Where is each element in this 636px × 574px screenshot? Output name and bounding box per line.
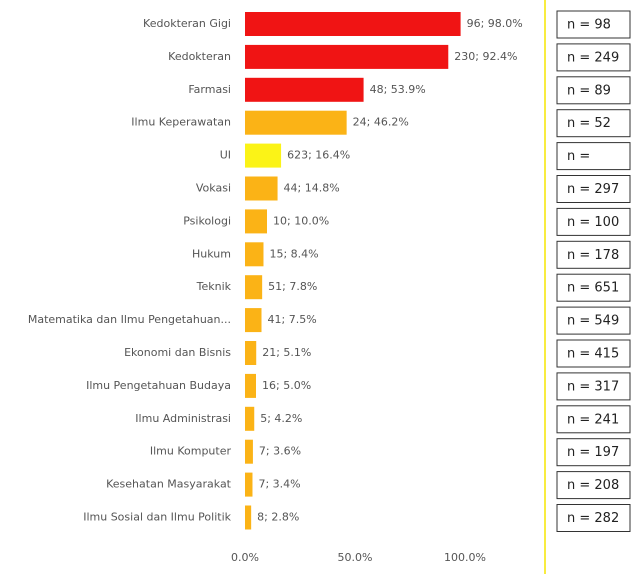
value-label: 21; 5.1%	[262, 346, 311, 359]
category-label: Teknik	[196, 280, 232, 293]
category-label: Vokasi	[196, 182, 231, 195]
category-label: Ekonomi dan Bisnis	[124, 346, 231, 359]
n-label: n = 52	[567, 116, 611, 131]
n-box	[556, 438, 631, 467]
category-label: UI	[220, 149, 231, 162]
bar	[245, 77, 364, 102]
bar	[245, 406, 255, 431]
value-label: 230; 92.4%	[454, 50, 517, 63]
n-label: n = 100	[567, 215, 619, 230]
category-label: Hukum	[192, 247, 231, 260]
n-box	[556, 109, 631, 138]
category-label: Kedokteran	[168, 50, 231, 63]
n-box	[556, 405, 631, 434]
n-label: n = 197	[567, 445, 619, 460]
value-label: 44; 14.8%	[284, 182, 340, 195]
bar	[245, 176, 278, 201]
bar	[245, 439, 253, 464]
category-label: Ilmu Sosial dan Ilmu Politik	[83, 511, 231, 524]
bar	[245, 44, 449, 69]
value-label: 7; 3.4%	[258, 478, 300, 491]
n-label: n = 282	[567, 511, 619, 526]
n-box	[556, 10, 631, 39]
n-label: n = 651	[567, 281, 619, 296]
n-label: n = 249	[567, 50, 619, 65]
n-box	[556, 273, 631, 302]
category-label: Matematika dan Ilmu Pengetahuan...	[28, 313, 231, 326]
n-label: n =	[567, 149, 590, 164]
category-label: Ilmu Pengetahuan Budaya	[86, 379, 231, 392]
category-label: Ilmu Komputer	[150, 445, 232, 458]
n-label: n = 178	[567, 248, 619, 263]
category-label: Farmasi	[188, 83, 231, 96]
category-label: Kedokteran Gigi	[143, 17, 231, 30]
bar	[245, 242, 264, 267]
bar	[245, 308, 262, 333]
category-label: Kesehatan Masyarakat	[106, 478, 232, 491]
n-label: n = 415	[567, 347, 619, 362]
n-label: n = 297	[567, 182, 619, 197]
value-label: 48; 53.9%	[370, 83, 426, 96]
n-box	[556, 306, 631, 335]
n-label: n = 549	[567, 314, 619, 329]
n-box	[556, 504, 631, 532]
n-box	[556, 175, 631, 203]
n-box	[556, 471, 631, 500]
value-label: 10; 10.0%	[273, 214, 329, 227]
n-box	[556, 76, 631, 105]
n-label: n = 98	[567, 18, 611, 33]
bar	[245, 472, 253, 497]
n-box	[556, 240, 631, 269]
n-label: n = 317	[567, 379, 619, 394]
category-label: Psikologi	[183, 214, 231, 227]
bar	[245, 373, 256, 398]
n-box	[556, 207, 631, 236]
value-label: 51; 7.8%	[268, 280, 317, 293]
n-box	[556, 43, 631, 72]
n-box	[556, 372, 631, 401]
category-label: Ilmu Administrasi	[135, 412, 231, 425]
bar	[245, 110, 347, 135]
bar	[245, 505, 252, 530]
value-label: 623; 16.4%	[287, 149, 350, 162]
bar	[245, 275, 263, 300]
n-label: n = 241	[567, 412, 619, 427]
value-label: 15; 8.4%	[269, 247, 318, 260]
bar	[245, 341, 257, 365]
n-box	[556, 142, 631, 171]
bar	[245, 209, 267, 234]
n-box	[556, 339, 631, 368]
n-label: n = 89	[567, 83, 611, 98]
category-label: Ilmu Keperawatan	[131, 116, 231, 129]
value-label: 7; 3.6%	[259, 445, 301, 458]
value-label: 16; 5.0%	[262, 379, 311, 392]
bar	[245, 12, 461, 36]
value-label: 96; 98.0%	[467, 17, 523, 30]
x-tick-label: 50.0%	[338, 551, 373, 564]
value-label: 5; 4.2%	[260, 412, 302, 425]
x-tick-label: 100.0%	[444, 551, 486, 564]
value-label: 41; 7.5%	[268, 313, 317, 326]
bar	[245, 143, 282, 168]
value-label: 8; 2.8%	[257, 511, 299, 524]
x-tick-label: 0.0%	[231, 551, 259, 564]
value-label: 24; 46.2%	[353, 116, 409, 129]
n-label: n = 208	[567, 478, 619, 493]
